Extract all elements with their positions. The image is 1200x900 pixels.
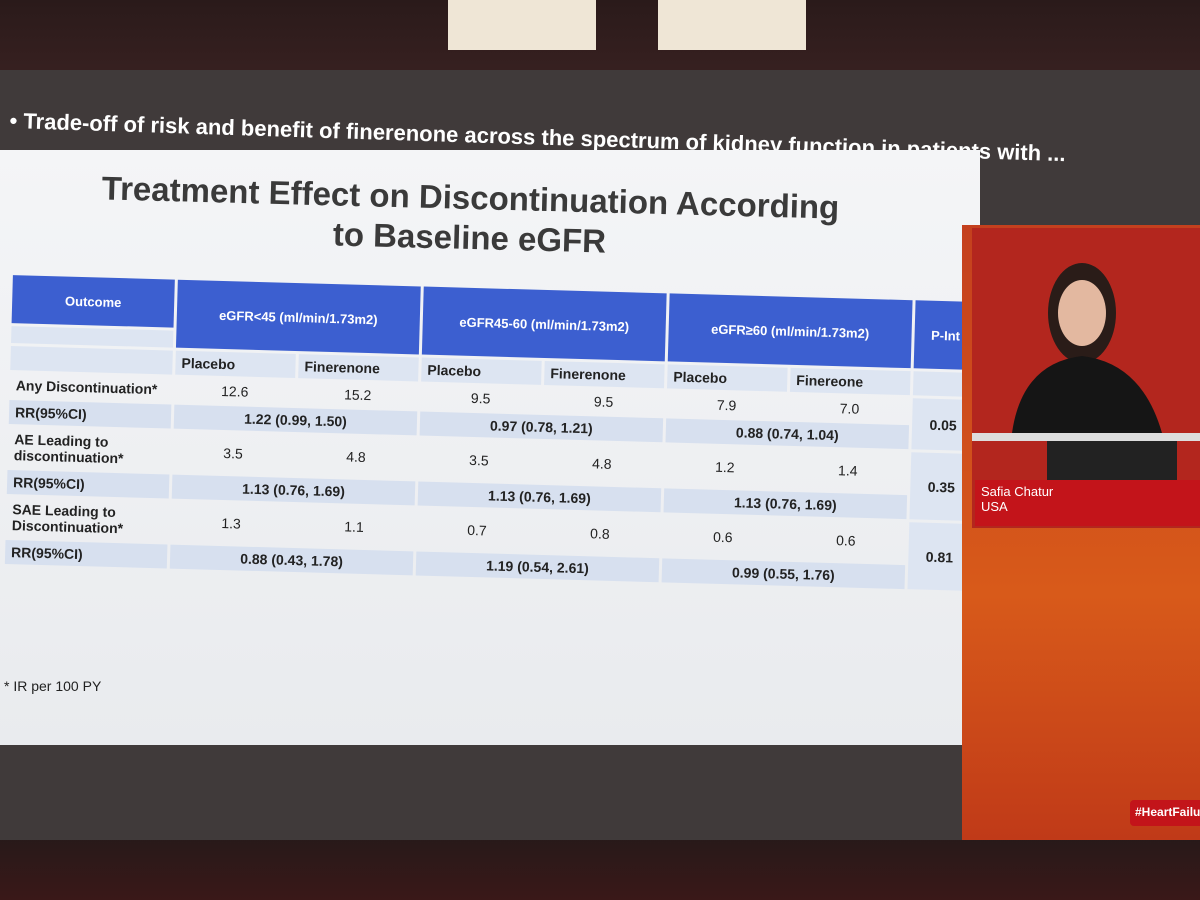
subheader: Finerenone	[544, 360, 665, 389]
subheader: Placebo	[175, 350, 296, 379]
rate-value: 0.8	[589, 525, 610, 542]
rate-value: 3.5	[468, 451, 489, 469]
rr-value: 1.22 (0.99, 1.50)	[173, 404, 418, 436]
outcome-label: SAE Leading to Discontinuation*	[11, 501, 124, 537]
rate-value: 3.5	[223, 445, 243, 462]
rr-value: 0.97 (0.78, 1.21)	[419, 411, 664, 443]
rr-label: RR(95%CI)	[6, 470, 170, 499]
outcome-label: AE Leading to discontinuation*	[13, 431, 124, 467]
rr-value: 0.88 (0.74, 1.04)	[665, 418, 910, 450]
rate-value: 4.8	[346, 448, 366, 466]
rr-value: 0.88 (0.43, 1.78)	[169, 544, 414, 576]
rate-value: 4.8	[591, 455, 612, 472]
rate-value: 1.2	[714, 458, 735, 476]
rate-value: 9.5	[593, 393, 614, 410]
rate-value: 1.3	[221, 515, 242, 532]
subheader: Placebo	[667, 364, 788, 392]
speaker-figure	[972, 263, 1200, 486]
rr-label: RR(95%CI)	[4, 539, 168, 569]
results-table: Outcome eGFR<45 (ml/min/1.73m2) eGFR45-60 …	[2, 272, 981, 594]
rate-value: 7.0	[839, 400, 860, 417]
rate-value: 7.9	[716, 396, 737, 414]
outcome-label: Any Discontinuation*	[15, 377, 158, 398]
face	[1058, 280, 1106, 346]
rr-value: 0.99 (0.55, 1.76)	[661, 558, 906, 590]
outcome-header: Outcome	[11, 275, 175, 328]
podium	[1047, 441, 1177, 486]
rr-label: RR(95%CI)	[8, 400, 172, 429]
subheader: Placebo	[421, 357, 542, 385]
rate-value: 9.5	[470, 389, 491, 407]
hashtag: #HeartFailure	[1130, 800, 1200, 826]
torso	[1012, 356, 1162, 433]
rr-value: 1.13 (0.76, 1.69)	[417, 481, 662, 513]
subheader: Finereone	[789, 367, 911, 396]
rate-value: 15.2	[343, 386, 372, 404]
ceiling-light	[448, 0, 596, 50]
slide	[0, 150, 980, 745]
speaker-video	[972, 228, 1200, 528]
group-header: eGFR≥60 (ml/min/1.73m2)	[667, 293, 913, 369]
podium-edge	[972, 433, 1200, 441]
rate-value: 12.6	[220, 382, 249, 400]
group-header: eGFR<45 (ml/min/1.73m2)	[175, 279, 421, 355]
rr-value: 1.13 (0.76, 1.69)	[663, 488, 908, 520]
rate-value: 0.6	[835, 532, 856, 549]
rr-value: 1.13 (0.76, 1.69)	[171, 474, 416, 506]
speaker-name: Safia Chatur	[981, 484, 1054, 499]
rate-value: 0.6	[712, 528, 733, 546]
footnote: * IR per 100 PY	[4, 678, 102, 694]
speaker-location: USA	[981, 499, 1008, 514]
rate-value: 1.1	[344, 518, 364, 535]
group-header: eGFR45-60 (ml/min/1.73m2)	[421, 286, 667, 362]
subheader-blank	[10, 346, 173, 375]
rate-value: 1.4	[837, 462, 858, 479]
subheader: Finerenone	[298, 354, 419, 382]
ceiling-light	[658, 0, 806, 50]
name-plate: Safia Chatur USA	[975, 480, 1200, 526]
outcome-header-blank	[11, 326, 174, 348]
rr-value: 1.19 (0.54, 2.61)	[415, 551, 660, 583]
rate-value: 0.7	[467, 521, 487, 539]
